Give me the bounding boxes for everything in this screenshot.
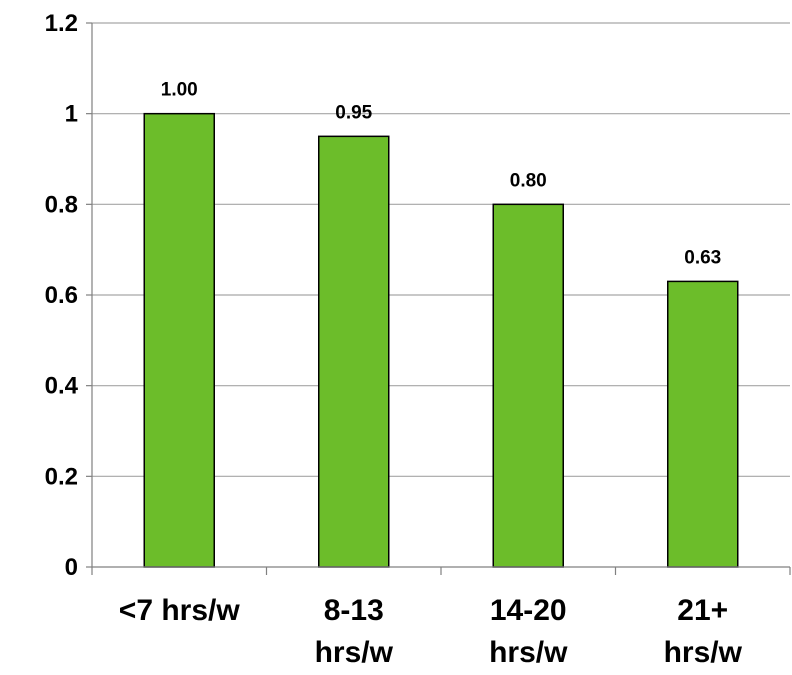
data-labels: 1.00 0.95 0.80 0.63 (161, 80, 721, 269)
x-category-label: 8-13 (324, 594, 384, 627)
x-category-labels: <7 hrs/w 8-13 hrs/w 14-20 hrs/w 21+ hrs/w (119, 594, 743, 669)
x-category-label: <7 hrs/w (119, 594, 241, 627)
axes (86, 22, 791, 575)
x-category-label: 21+ (677, 594, 728, 627)
bar (143, 112, 215, 568)
y-tick-label: 0.4 (45, 373, 79, 400)
data-label: 0.95 (335, 102, 372, 123)
x-category-label: hrs/w (489, 636, 568, 669)
x-category-label: 14-20 (490, 594, 567, 627)
bar (492, 203, 564, 568)
y-tick-labels: 0 0.2 0.4 0.6 0.8 1 1.2 (45, 10, 79, 581)
x-category-label: hrs/w (664, 636, 743, 669)
data-label: 0.80 (510, 170, 547, 191)
y-tick-label: 1 (65, 101, 78, 128)
bar (318, 135, 390, 568)
bars (143, 112, 739, 568)
y-tick-label: 1.2 (45, 10, 78, 37)
y-tick-label: 0.2 (45, 463, 78, 490)
y-tick-label: 0.8 (45, 191, 78, 218)
y-tick-label: 0.6 (45, 282, 78, 309)
bar (667, 280, 739, 568)
y-tick-label: 0 (65, 554, 78, 581)
data-label: 0.63 (684, 247, 721, 268)
x-category-label: hrs/w (315, 636, 394, 669)
data-label: 1.00 (161, 80, 198, 101)
